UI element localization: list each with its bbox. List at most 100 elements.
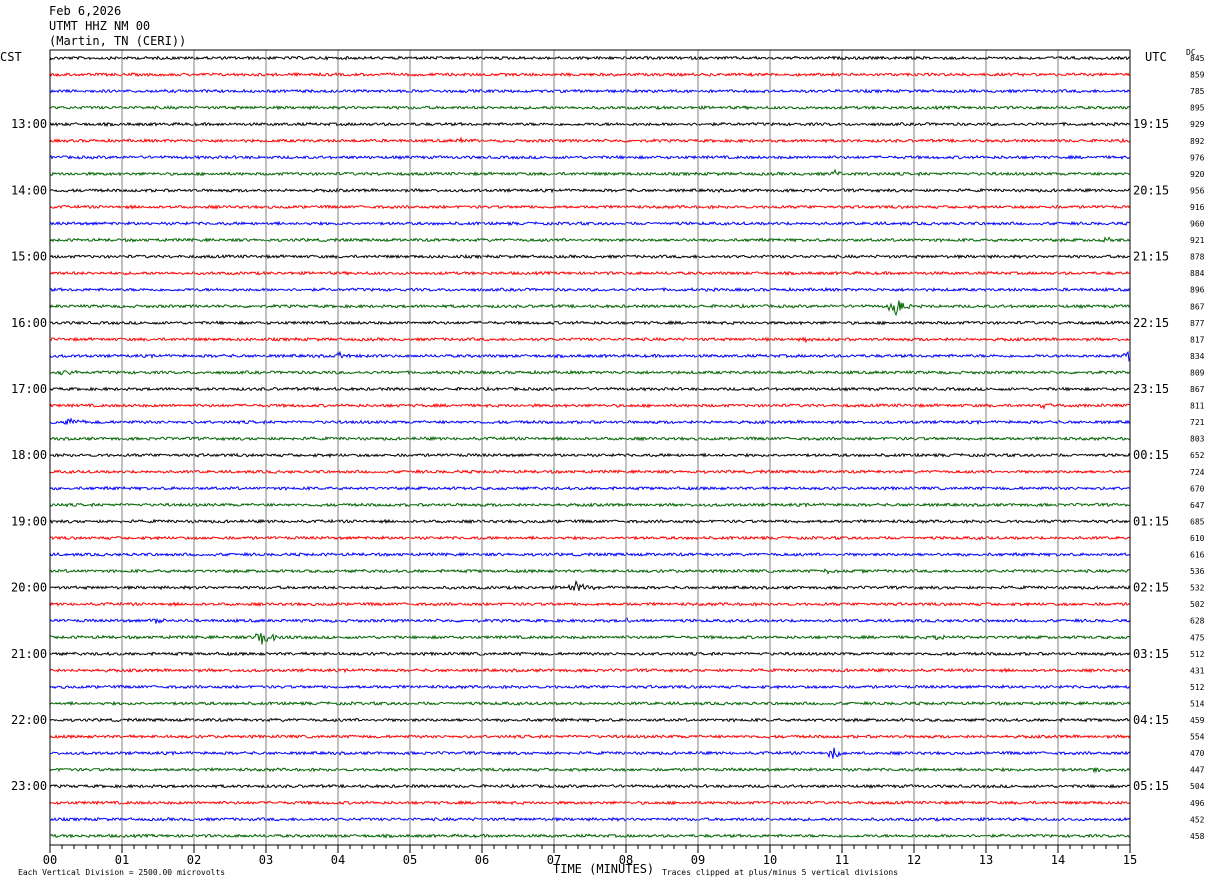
trace-line xyxy=(49,187,1131,194)
x-tick-label: 14 xyxy=(1051,853,1065,867)
trace-line xyxy=(49,270,1131,277)
right-hour-label: 03:15 xyxy=(1133,647,1169,661)
right-hour-label: 05:15 xyxy=(1133,779,1169,793)
footer-right-note: Traces clipped at plus/minus 5 vertical … xyxy=(662,868,899,877)
dc-offset-label: 976 xyxy=(1190,153,1205,162)
trace-line xyxy=(49,783,1130,789)
left-hour-label: 23:00 xyxy=(11,779,47,793)
trace-line xyxy=(49,651,1131,657)
x-tick-label: 08 xyxy=(619,853,633,867)
trace-line xyxy=(49,617,1131,624)
dc-label: DC xyxy=(1186,48,1196,57)
x-tick-label: 13 xyxy=(979,853,993,867)
x-axis-title: TIME (MINUTES) xyxy=(553,862,655,876)
dc-offset-label: 652 xyxy=(1190,451,1205,460)
trace-line xyxy=(49,386,1131,392)
trace-line xyxy=(49,204,1131,210)
dc-offset-label: 685 xyxy=(1190,517,1205,526)
grid-group xyxy=(49,49,1131,846)
dc-offset-label: 459 xyxy=(1190,716,1205,725)
trace-line xyxy=(49,336,1131,344)
trace-line xyxy=(49,833,1131,839)
dc-offset-label: 470 xyxy=(1190,749,1205,758)
dc-offset-label: 929 xyxy=(1190,120,1205,129)
trace-line xyxy=(49,417,1131,426)
dc-offset-label: 452 xyxy=(1190,815,1205,824)
dc-offset-label: 536 xyxy=(1190,567,1205,576)
trace-line xyxy=(49,535,1131,541)
trace-line xyxy=(49,121,1131,128)
trace-line xyxy=(49,485,1131,492)
dc-offset-label: 458 xyxy=(1190,832,1205,841)
trace-line xyxy=(49,684,1131,690)
dc-offset-label: 670 xyxy=(1190,484,1205,493)
trace-line xyxy=(49,71,1131,78)
header-date: Feb 6,2026 xyxy=(49,4,122,18)
dc-offset-label: 892 xyxy=(1190,137,1205,146)
trace-line xyxy=(49,502,1131,508)
left-hour-label: 16:00 xyxy=(11,316,47,330)
dc-offset-label: 896 xyxy=(1190,286,1205,295)
trace-line xyxy=(49,700,1131,707)
dc-offset-label: 628 xyxy=(1190,617,1205,626)
trace-line xyxy=(49,468,1131,475)
trace-line xyxy=(49,632,1131,645)
left-hour-label: 13:00 xyxy=(11,117,47,131)
x-tick-label: 02 xyxy=(187,853,201,867)
dc-offset-label: 475 xyxy=(1190,633,1205,642)
trace-line xyxy=(49,300,1131,317)
trace-line xyxy=(49,667,1131,674)
right-hour-label: 01:15 xyxy=(1133,514,1169,528)
left-hour-label: 17:00 xyxy=(11,382,47,396)
x-tick-label: 11 xyxy=(835,853,849,867)
x-tick-label: 03 xyxy=(259,853,273,867)
dc-offset-label: 610 xyxy=(1190,534,1205,543)
dc-offset-label: 512 xyxy=(1190,683,1205,692)
x-tick-label: 12 xyxy=(907,853,921,867)
left-hour-label: 15:00 xyxy=(11,250,47,264)
header-location: (Martin, TN (CERI)) xyxy=(49,34,187,48)
dc-offset-label: 867 xyxy=(1190,385,1205,394)
dc-offset-label: 811 xyxy=(1190,402,1205,411)
left-hour-label: 20:00 xyxy=(11,581,47,595)
dc-offset-label: 878 xyxy=(1190,253,1205,262)
trace-line xyxy=(49,136,1131,144)
left-hour-label: 21:00 xyxy=(11,647,47,661)
dc-offset-label: 512 xyxy=(1190,650,1205,659)
dc-offset-label: 920 xyxy=(1190,170,1205,179)
trace-line xyxy=(49,717,1131,723)
trace-line xyxy=(49,799,1131,806)
footer-left-note: Each Vertical Division = 2500.00 microvo… xyxy=(18,868,226,877)
dc-offset-label: 845 xyxy=(1190,54,1205,63)
dc-offset-label: 916 xyxy=(1190,203,1205,212)
trace-line xyxy=(49,104,1131,111)
dc-offset-label: 447 xyxy=(1190,766,1205,775)
left-hour-label: 19:00 xyxy=(11,514,47,528)
dc-offset-label: 647 xyxy=(1190,501,1205,510)
dc-offset-label: 496 xyxy=(1190,799,1205,808)
trace-line xyxy=(49,733,1131,740)
dc-offset-label: 616 xyxy=(1190,551,1205,560)
trace-line xyxy=(49,369,1131,376)
x-tick-label: 06 xyxy=(475,853,489,867)
trace-line xyxy=(49,55,1131,61)
dc-offset-label: 817 xyxy=(1190,335,1205,344)
trace-line xyxy=(49,568,1131,575)
x-tick-label: 15 xyxy=(1123,853,1137,867)
trace-line xyxy=(49,350,1131,363)
dc-offset-label: 867 xyxy=(1190,302,1205,311)
x-tick-label: 04 xyxy=(331,853,345,867)
trace-line xyxy=(49,551,1131,558)
right-hour-label: 19:15 xyxy=(1133,117,1169,131)
dc-offset-label: 884 xyxy=(1190,269,1205,278)
dc-offset-label: 724 xyxy=(1190,468,1205,477)
trace-line xyxy=(49,253,1131,260)
x-tick-label: 00 xyxy=(43,853,57,867)
trace-line xyxy=(49,88,1131,94)
dc-offset-label: 504 xyxy=(1190,782,1205,791)
right-hour-label: 02:15 xyxy=(1133,581,1169,595)
trace-line xyxy=(49,319,1131,326)
dc-offset-label: 554 xyxy=(1190,733,1205,742)
x-tick-label: 05 xyxy=(403,853,417,867)
